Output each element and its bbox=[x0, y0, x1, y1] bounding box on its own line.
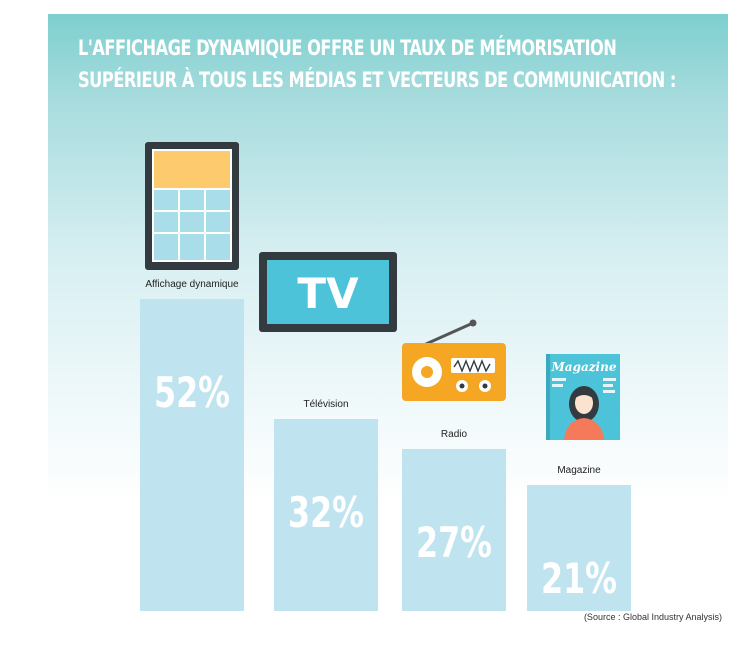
radio-icon bbox=[402, 319, 506, 401]
bar-group: 27% Radio bbox=[402, 429, 506, 611]
bar-3 bbox=[402, 449, 506, 611]
bar-group: 32% Télévision bbox=[274, 399, 378, 611]
bar-group: 21% Magazine bbox=[527, 465, 631, 611]
television-icon: TV bbox=[259, 252, 397, 332]
category-label: Affichage dynamique bbox=[145, 279, 239, 290]
magazine-icon: Magazine bbox=[546, 354, 620, 440]
bar-value-label: 27% bbox=[416, 518, 492, 567]
source-note: (Source : Global Industry Analysis) bbox=[583, 612, 722, 622]
bars-layer: 52% Affichage dynamique 32% Télévision 27% Ra… bbox=[140, 279, 631, 611]
bar-value-label: 52% bbox=[154, 368, 230, 417]
digital-signage-icon bbox=[145, 142, 239, 270]
title-line-2: SUPÉRIEUR À TOUS LES MÉDIAS ET VECTEURS … bbox=[78, 68, 676, 92]
bar-value-label: 21% bbox=[541, 554, 617, 603]
infographic-panel: L'AFFICHAGE DYNAMIQUE OFFRE UN TAUX DE M… bbox=[48, 14, 728, 626]
bar-2 bbox=[274, 419, 378, 611]
bar-chart: 52% Affichage dynamique 32% Télévision 27% Ra… bbox=[140, 142, 631, 611]
bar-group: 52% Affichage dynamique bbox=[140, 279, 244, 611]
page-title: L'AFFICHAGE DYNAMIQUE OFFRE UN TAUX DE M… bbox=[78, 32, 676, 96]
bar-1 bbox=[140, 299, 244, 611]
magazine-icon-text: Magazine bbox=[551, 360, 617, 374]
tv-icon-text: TV bbox=[297, 269, 359, 318]
category-label: Radio bbox=[441, 429, 468, 440]
category-label: Magazine bbox=[557, 465, 601, 476]
category-label: Télévision bbox=[303, 399, 348, 410]
bar-value-label: 32% bbox=[288, 488, 364, 537]
bar-4 bbox=[527, 485, 631, 611]
title-line-1: L'AFFICHAGE DYNAMIQUE OFFRE UN TAUX DE M… bbox=[78, 36, 617, 60]
